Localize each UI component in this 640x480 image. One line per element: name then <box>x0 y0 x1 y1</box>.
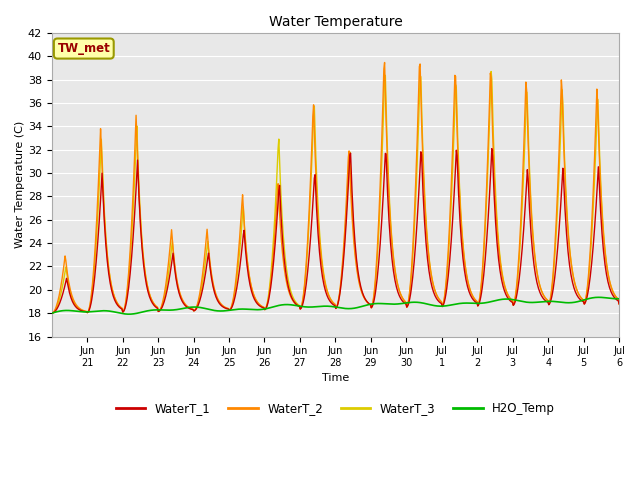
X-axis label: Time: Time <box>322 373 349 384</box>
Y-axis label: Water Temperature (C): Water Temperature (C) <box>15 121 25 248</box>
Title: Water Temperature: Water Temperature <box>269 15 403 29</box>
Text: TW_met: TW_met <box>58 42 110 55</box>
Legend: WaterT_1, WaterT_2, WaterT_3, H2O_Temp: WaterT_1, WaterT_2, WaterT_3, H2O_Temp <box>111 397 559 420</box>
